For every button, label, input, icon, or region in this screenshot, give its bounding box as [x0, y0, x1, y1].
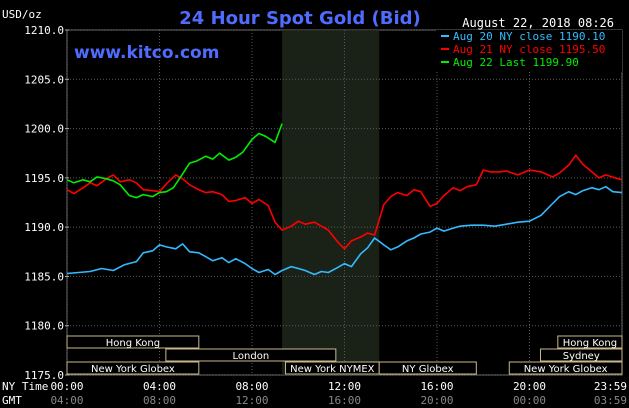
x-tick-label-ny: 16:00	[420, 380, 453, 393]
timestamp: August 22, 2018 08:26	[462, 16, 614, 30]
legend-entry: Aug 21 NY close 1195.50	[453, 43, 605, 56]
market-session-bar	[165, 348, 337, 362]
legend-entry: Aug 22 Last 1199.90	[453, 56, 579, 69]
site-url[interactable]: www.kitco.com	[74, 43, 219, 63]
y-tick-label: 1195.0	[24, 172, 64, 185]
y-tick-label: 1210.0	[24, 24, 64, 37]
y-axis-unit: USD/oz	[2, 8, 42, 21]
x-tick-label-gmt: 20:00	[420, 394, 453, 407]
market-session-bar	[508, 361, 623, 375]
x-tick-label-ny: 23:59	[594, 380, 627, 393]
legend-box	[436, 30, 622, 72]
market-sessions: Hong Kong Hong Kong London New York Globex N…	[66, 335, 623, 375]
market-session-label: Hong Kong	[106, 338, 160, 349]
x-axis: 00:0004:0004:0008:0008:0012:0012:0016:00…	[50, 380, 627, 407]
series-line	[66, 123, 283, 199]
x-tick-label-gmt: 08:00	[143, 394, 176, 407]
ny-time-label: NY Time	[2, 380, 48, 393]
legend-entry: Aug 20 NY close 1190.10	[453, 30, 605, 43]
x-tick-label-gmt: 00:00	[513, 394, 546, 407]
series-line	[66, 154, 623, 250]
market-session-label: New York Globex	[91, 364, 175, 375]
price-series	[66, 123, 623, 276]
x-tick-label-ny: 20:00	[513, 380, 546, 393]
y-tick-label: 1200.0	[24, 123, 64, 136]
market-session-bar	[66, 335, 200, 349]
shaded-region	[282, 30, 380, 375]
x-tick-label-ny: 12:00	[328, 380, 361, 393]
market-session-label: New York NYMEX	[290, 364, 375, 375]
x-tick-label-ny: 00:00	[50, 380, 83, 393]
market-session-label: NY Globex	[402, 364, 454, 375]
market-session-label: Hong Kong	[563, 338, 617, 349]
x-tick-label-ny: 04:00	[143, 380, 176, 393]
y-axis: 1210.0 1205.0 1200.0 1195.0 1190.0 1185.0 1180…	[24, 24, 69, 382]
x-tick-label-gmt: 16:00	[328, 394, 361, 407]
y-tick-label: 1185.0	[24, 270, 64, 283]
y-tick-label: 1205.0	[24, 73, 64, 86]
y-tick-label: 1180.0	[24, 320, 64, 333]
market-session-label: New York Globex	[524, 364, 608, 375]
market-session-label: Sydney	[563, 351, 600, 362]
market-session-bar	[66, 361, 200, 375]
y-tick-label: 1190.0	[24, 221, 64, 234]
x-tick-label-gmt: 04:00	[50, 394, 83, 407]
series-line	[66, 185, 623, 276]
y-tick-label: 1175.0	[24, 369, 64, 382]
x-tick-label-ny: 08:00	[235, 380, 268, 393]
gmt-label: GMT	[2, 394, 22, 407]
market-session-bar	[539, 348, 623, 362]
x-tick-label-gmt: 12:00	[235, 394, 268, 407]
market-session-bar	[557, 335, 623, 349]
market-session-bar	[378, 361, 477, 375]
market-session-label: London	[233, 351, 270, 362]
chart-title: 24 Hour Spot Gold (Bid)	[179, 8, 420, 29]
x-tick-label-gmt: 03:59	[594, 394, 627, 407]
